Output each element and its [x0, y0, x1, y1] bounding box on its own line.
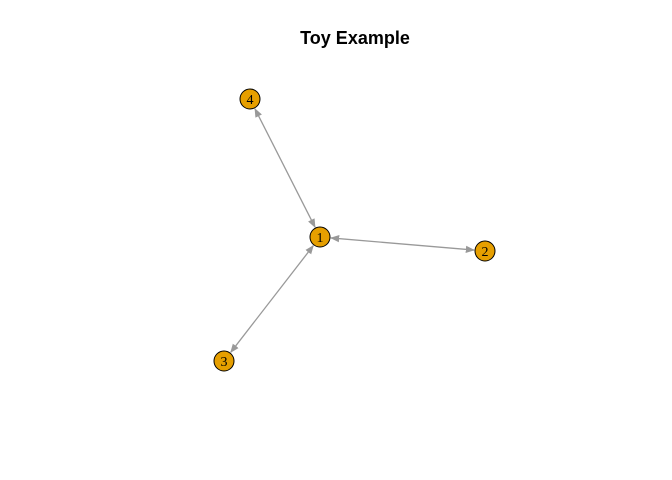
edge-1-2 [330, 234, 475, 254]
node-circle [239, 88, 261, 110]
node-circle [474, 240, 496, 262]
node-label: 3 [221, 355, 228, 370]
nodes-layer: 1 2 3 4 [213, 88, 496, 372]
node-circle [309, 226, 331, 248]
node-label: 1 [317, 231, 324, 246]
edges-layer [230, 107, 475, 354]
node-label: 4 [247, 93, 254, 108]
node-3: 3 [213, 350, 235, 372]
diagram-title: Toy Example [300, 28, 410, 48]
node-label: 2 [482, 245, 489, 260]
node-2: 2 [474, 240, 496, 262]
node-4: 4 [239, 88, 261, 110]
node-circle [213, 350, 235, 372]
edge-1-4 [254, 107, 316, 229]
node-1: 1 [309, 226, 331, 248]
edge-1-3 [230, 244, 314, 354]
